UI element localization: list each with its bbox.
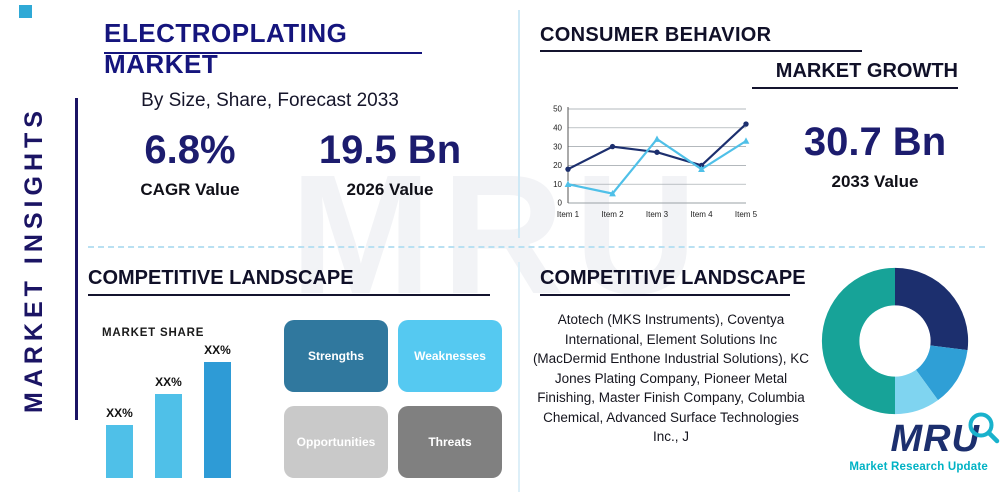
x-tick-label: Item 2 [601, 210, 624, 219]
bar [106, 425, 133, 478]
cagr-label: CAGR Value [140, 180, 240, 199]
bar-column: XX% [204, 343, 231, 478]
vertical-divider-bottom [518, 262, 520, 492]
vertical-divider-top [518, 10, 520, 238]
bar [155, 394, 182, 478]
value-2026-value: 19.5 Bn [318, 128, 462, 172]
value-2026-stat: 19.5 Bn 2026 Value [300, 128, 480, 200]
magnifier-icon [968, 412, 1000, 444]
bar-label: XX% [106, 406, 133, 420]
marker [609, 143, 616, 150]
y-tick-label: 30 [553, 142, 562, 151]
horizontal-divider [88, 246, 985, 248]
corner-accent-square [19, 5, 32, 18]
competitive-landscape-left-underline [88, 294, 490, 296]
consumer-behavior-title: CONSUMER BEHAVIOR [540, 24, 772, 46]
marker [609, 190, 616, 197]
value-2026-label: 2026 Value [346, 180, 434, 199]
bar-column: XX% [155, 375, 182, 478]
growth-stat: 30.7 Bn 2033 Value [786, 120, 964, 192]
y-tick-label: 40 [553, 124, 562, 133]
donut-slice [821, 267, 895, 415]
marker [653, 135, 661, 142]
y-tick-label: 0 [558, 199, 563, 208]
sidebar-divider-line [75, 98, 78, 420]
swot-tile-opportunities: Opportunities [284, 406, 388, 478]
line-chart-svg: 0 10 20 30 40 50 Item 1 Item 2 Item 3 Item 4 Item … [553, 105, 758, 219]
logo-tagline: Market Research Update [849, 461, 988, 473]
marker [698, 165, 705, 172]
marker [698, 162, 705, 169]
market-growth-underline [752, 87, 958, 89]
market-share-label: MARKET SHARE [102, 327, 205, 339]
cagr-stat: 6.8% CAGR Value [110, 128, 270, 200]
marker [565, 166, 571, 172]
donut-hole [859, 305, 931, 377]
donut-chart-svg [821, 267, 969, 415]
logo-text: MRU [890, 418, 980, 460]
x-tick-label: Item 3 [646, 210, 669, 219]
marker [742, 137, 750, 144]
y-tick-label: 50 [553, 105, 562, 114]
marker [654, 149, 660, 155]
x-tick-label: Item 1 [557, 210, 580, 219]
bar-label: XX% [155, 375, 182, 389]
market-growth-title: MARKET GROWTH [775, 60, 958, 82]
swot-grid: Strengths Weaknesses Opportunities Threats [284, 320, 502, 478]
swot-tile-weaknesses: Weaknesses [398, 320, 502, 392]
page-subtitle: By Size, Share, Forecast 2033 [141, 90, 399, 111]
bar [204, 362, 231, 478]
competitive-landscape-right-title: COMPETITIVE LANDSCAPE [540, 267, 806, 289]
watermark: MRU [290, 140, 708, 330]
mru-logo: MRU Market Research Update [828, 412, 1000, 473]
market-growth-line-chart: 0 10 20 30 40 50 Item 1 Item 2 Item 3 Item 4 Item … [540, 103, 760, 235]
page-title-underline [104, 52, 422, 54]
y-tick-label: 20 [553, 161, 562, 170]
cagr-value: 6.8% [144, 128, 236, 172]
logo-wordmark: MRU [890, 412, 1000, 460]
x-tick-label: Item 4 [690, 210, 713, 219]
y-tick-label: 10 [553, 180, 562, 189]
swot-tile-strengths: Strengths [284, 320, 388, 392]
consumer-behavior-underline [540, 50, 862, 52]
growth-label: 2033 Value [831, 172, 919, 191]
market-share-bar-chart: XX% XX% XX% [100, 343, 282, 478]
marker [564, 180, 572, 187]
growth-value: 30.7 Bn [803, 120, 947, 164]
competitive-landscape-right-underline [540, 294, 790, 296]
company-list: Atotech (MKS Instruments), Coventya Inte… [532, 312, 810, 445]
swot-tile-threats: Threats [398, 406, 502, 478]
line-series-2 [567, 137, 747, 195]
market-share-donut-chart [820, 266, 970, 416]
page-title: ELECTROPLATING MARKET [104, 18, 348, 79]
marker [743, 121, 749, 127]
sidebar-vertical-title: MARKET INSIGHTS [20, 106, 48, 414]
bar-column: XX% [106, 406, 133, 478]
competitive-landscape-left-title: COMPETITIVE LANDSCAPE [88, 267, 354, 289]
x-tick-label: Item 5 [735, 210, 758, 219]
bar-label: XX% [204, 343, 231, 357]
